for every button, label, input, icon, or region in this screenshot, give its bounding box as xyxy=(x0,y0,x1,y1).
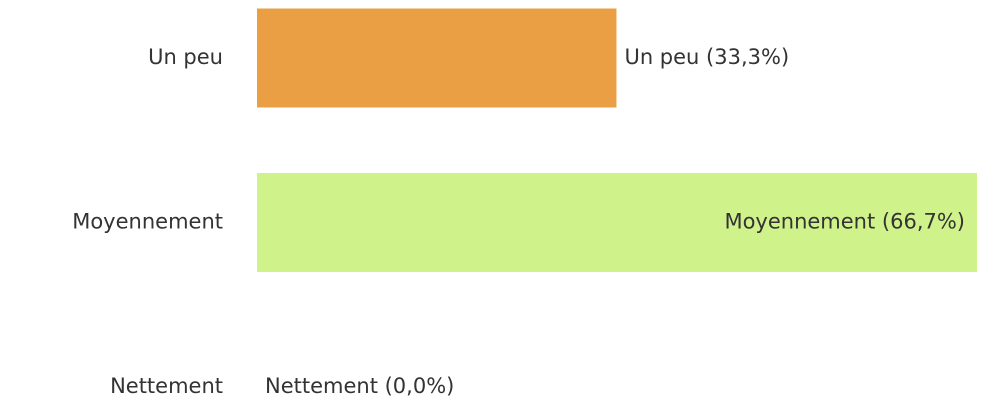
y-tick-label: Un peu xyxy=(148,45,223,69)
data-label: Nettement (0,0%) xyxy=(265,374,454,398)
data-label: Un peu (33,3%) xyxy=(624,45,789,69)
y-tick-label: Nettement xyxy=(110,374,223,398)
y-tick-label: Moyennement xyxy=(72,210,223,234)
data-label: Moyennement (66,7%) xyxy=(724,210,965,234)
bar xyxy=(257,173,977,272)
bar xyxy=(257,8,617,108)
